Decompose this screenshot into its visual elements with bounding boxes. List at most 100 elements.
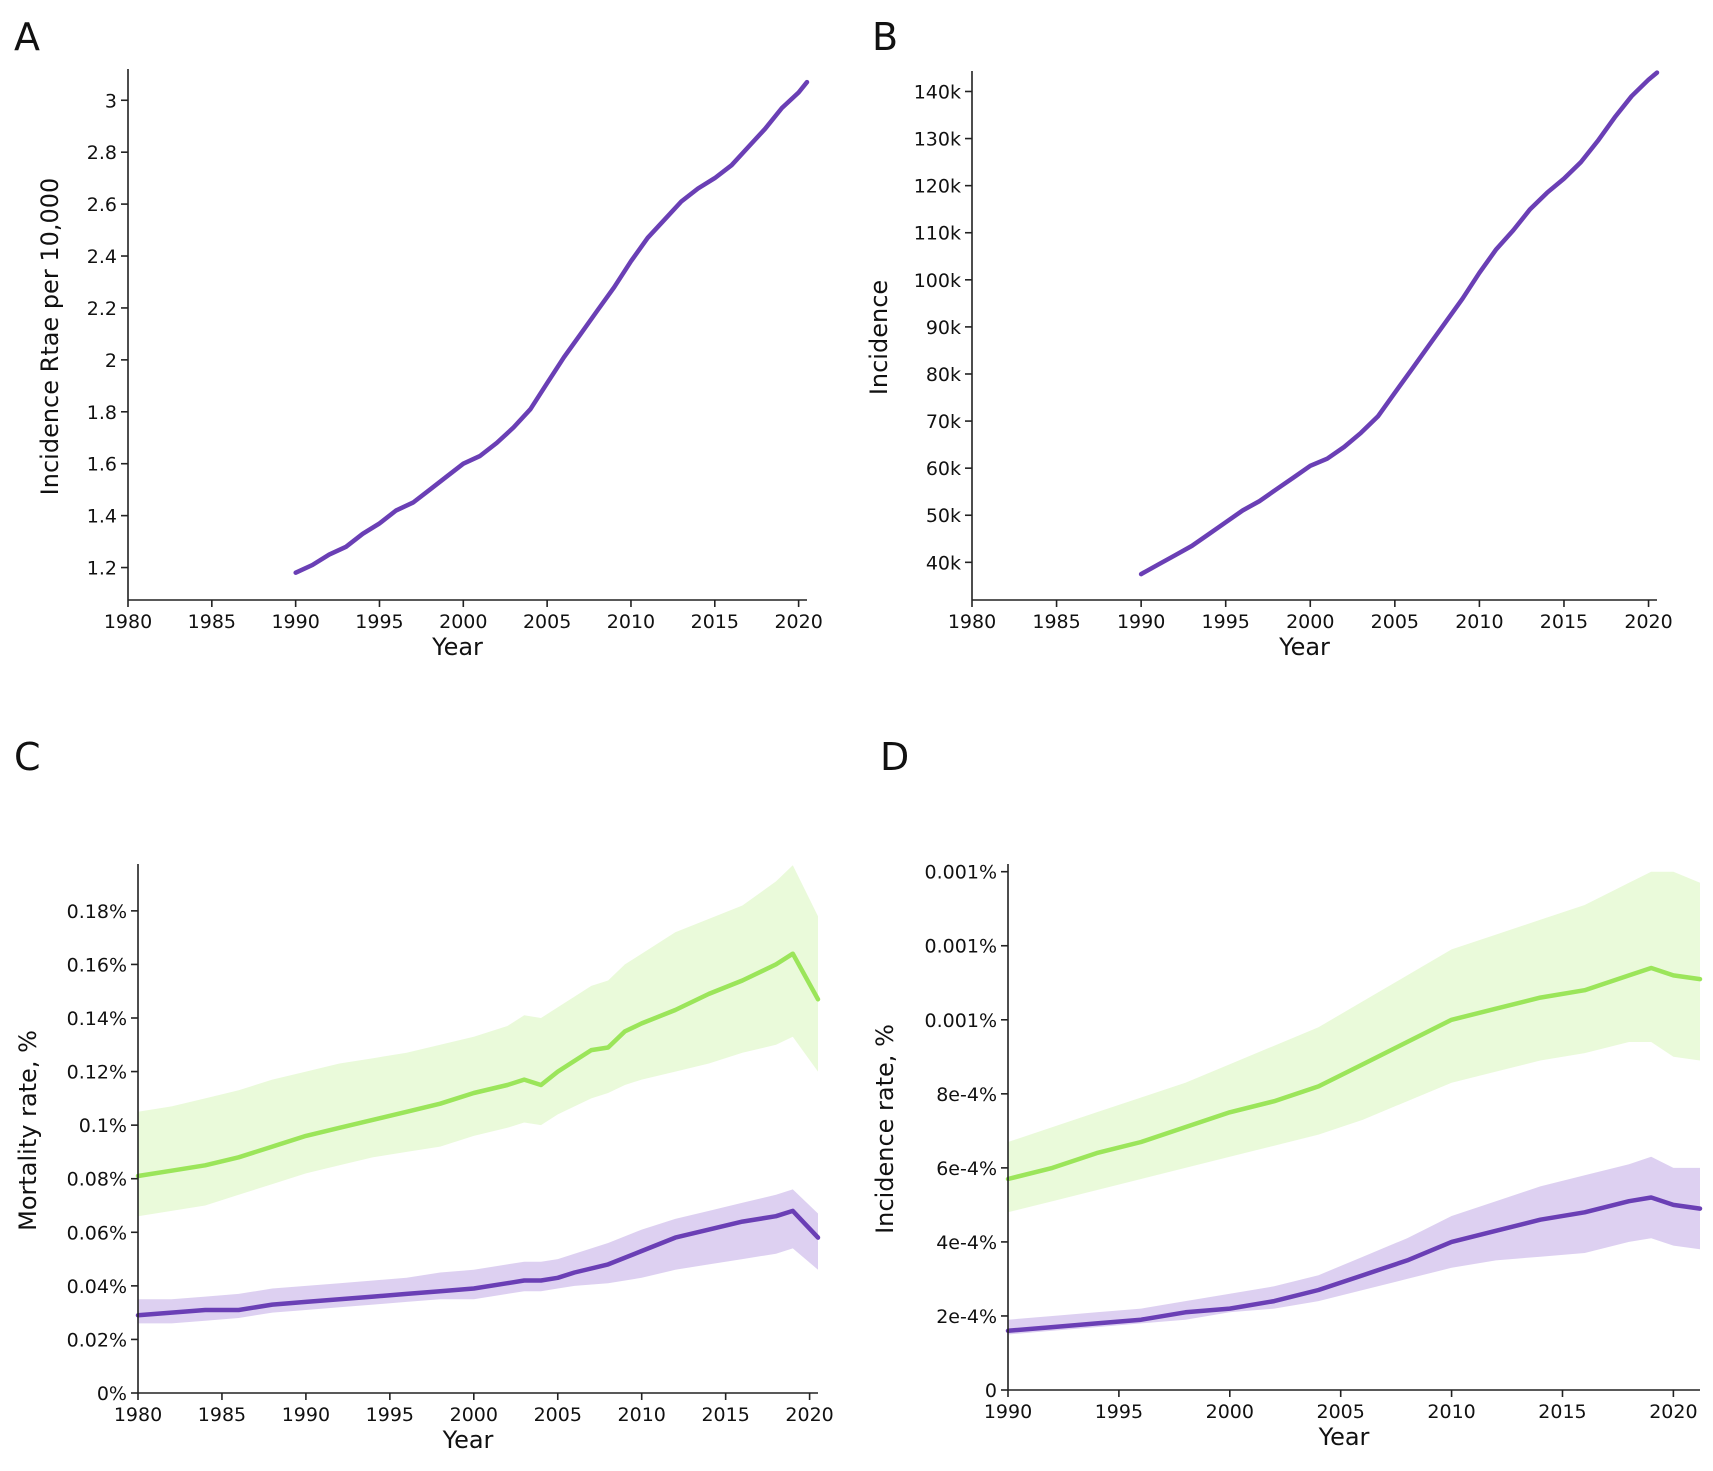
x-tick-label: 2000 xyxy=(1206,1401,1254,1423)
panel-label-D: D xyxy=(880,735,909,779)
x-tick-label: 2005 xyxy=(534,1404,582,1426)
y-tick-label: 90k xyxy=(926,317,961,339)
panel-label-C: C xyxy=(14,735,41,779)
confidence-band-green xyxy=(138,865,818,1217)
x-tick-label: 2000 xyxy=(450,1404,498,1426)
y-tick-label: 2.8 xyxy=(87,142,117,164)
y-tick-label: 2 xyxy=(105,350,117,372)
y-tick-label: 110k xyxy=(914,223,961,245)
series-line-purple xyxy=(293,79,810,575)
y-tick-label: 0.04% xyxy=(67,1276,127,1298)
x-tick-label: 2010 xyxy=(1455,611,1503,633)
x-tick-label: 1995 xyxy=(366,1404,414,1426)
confidence-band-purple xyxy=(138,1189,818,1324)
x-tick-label: 1980 xyxy=(114,1404,162,1426)
chart-panel-D: 1990 1995 2000 2005 2010 2015 2020 0 2e-4% 4e-4% 6… xyxy=(871,862,1703,1451)
x-axis-title: Year xyxy=(1278,633,1330,661)
x-tick-label: 1995 xyxy=(355,611,403,633)
panel-label-B: B xyxy=(872,15,898,59)
y-tick-label: 2.2 xyxy=(87,298,117,320)
series-line-purple xyxy=(1138,70,1660,577)
x-axis-title: Year xyxy=(1318,1423,1370,1451)
x-tick-label: 2010 xyxy=(618,1404,666,1426)
y-tick-label: 0% xyxy=(97,1383,127,1405)
y-tick-label: 50k xyxy=(926,505,961,527)
x-tick-label: 1990 xyxy=(984,1401,1032,1423)
confidence-band-purple xyxy=(1008,1156,1700,1335)
y-axis-title: Incidence Rtae per 10,000 xyxy=(36,178,64,496)
y-tick-label: 80k xyxy=(926,364,961,386)
y-tick-label: 0.001% xyxy=(925,1010,997,1032)
x-tick-label: 2010 xyxy=(1427,1401,1475,1423)
y-tick-label: 2.6 xyxy=(87,194,117,216)
y-tick-label: 0.16% xyxy=(67,954,127,976)
x-tick-label: 1985 xyxy=(198,1404,246,1426)
x-tick-label: 2020 xyxy=(774,611,822,633)
x-tick-label: 2015 xyxy=(1538,1401,1586,1423)
y-axis-title: Incidence rate, % xyxy=(871,1024,899,1234)
y-tick-label: 1.2 xyxy=(87,558,117,580)
y-axis-title: Mortality rate, % xyxy=(14,1030,42,1231)
x-tick-label: 1985 xyxy=(188,611,236,633)
y-tick-label: 6e-4% xyxy=(936,1158,997,1180)
y-tick-label: 0.02% xyxy=(67,1329,127,1351)
y-tick-label: 0.1% xyxy=(79,1115,127,1137)
x-tick-label: 1995 xyxy=(1095,1401,1143,1423)
y-tick-label: 8e-4% xyxy=(936,1084,997,1106)
y-tick-label: 0.08% xyxy=(67,1169,127,1191)
x-axis-title: Year xyxy=(431,633,483,661)
y-tick-label: 3 xyxy=(105,90,117,112)
panel-label-A: A xyxy=(14,15,40,59)
x-tick-label: 2005 xyxy=(523,611,571,633)
y-tick-label: 2.4 xyxy=(87,246,117,268)
y-tick-label: 130k xyxy=(914,129,961,151)
x-tick-label: 1990 xyxy=(282,1404,330,1426)
y-tick-label: 1.6 xyxy=(87,454,117,476)
x-tick-label: 2000 xyxy=(1286,611,1334,633)
series-line-purple xyxy=(135,1208,821,1318)
x-tick-label: 2020 xyxy=(1624,611,1672,633)
y-tick-label: 0 xyxy=(985,1380,997,1402)
x-tick-label: 2005 xyxy=(1317,1401,1365,1423)
y-tick-label: 60k xyxy=(926,458,961,480)
x-tick-label: 2000 xyxy=(439,611,487,633)
x-tick-label: 2015 xyxy=(1540,611,1588,633)
chart-panel-B: 1980 1985 1990 1995 2000 2005 2010 2015 2020 40k 5… xyxy=(865,70,1673,661)
x-tick-label: 2020 xyxy=(785,1404,833,1426)
y-tick-label: 140k xyxy=(914,81,961,103)
y-tick-label: 0.18% xyxy=(67,901,127,923)
y-tick-label: 120k xyxy=(914,176,961,198)
y-tick-label: 40k xyxy=(926,552,961,574)
x-tick-label: 1985 xyxy=(1032,611,1080,633)
x-axis-title: Year xyxy=(442,1426,494,1454)
y-axis-title: Incidence xyxy=(865,280,893,395)
y-tick-label: 0.001% xyxy=(925,936,997,958)
x-tick-label: 1980 xyxy=(104,611,152,633)
x-tick-label: 2015 xyxy=(691,611,739,633)
x-tick-label: 2020 xyxy=(1649,1401,1697,1423)
x-tick-label: 1990 xyxy=(271,611,319,633)
x-tick-label: 1995 xyxy=(1202,611,1250,633)
series-line-purple xyxy=(1005,1195,1703,1334)
y-tick-label: 1.8 xyxy=(87,402,117,424)
y-tick-label: 2e-4% xyxy=(936,1306,997,1328)
x-tick-label: 1990 xyxy=(1117,611,1165,633)
series-line-green xyxy=(1005,965,1703,1182)
y-tick-label: 0.14% xyxy=(67,1008,127,1030)
confidence-band-green xyxy=(1008,871,1700,1213)
chart-panel-C: 1980 1985 1990 1995 2000 2005 2010 2015 2020 0% 0.… xyxy=(14,864,834,1454)
y-tick-label: 0.06% xyxy=(67,1222,127,1244)
y-tick-label: 0.12% xyxy=(67,1062,127,1084)
y-tick-label: 1.4 xyxy=(87,506,117,528)
chart-panel-A: 1980 1985 1990 1995 2000 2005 2010 2015 2020 1.2 1… xyxy=(36,69,823,661)
series-line-green xyxy=(135,951,821,1179)
y-tick-label: 0.001% xyxy=(925,862,997,884)
x-tick-label: 1980 xyxy=(948,611,996,633)
y-tick-label: 4e-4% xyxy=(936,1232,997,1254)
y-tick-label: 100k xyxy=(914,270,961,292)
x-tick-label: 2010 xyxy=(607,611,655,633)
y-tick-label: 70k xyxy=(926,411,961,433)
x-tick-label: 2005 xyxy=(1371,611,1419,633)
x-tick-label: 2015 xyxy=(701,1404,749,1426)
